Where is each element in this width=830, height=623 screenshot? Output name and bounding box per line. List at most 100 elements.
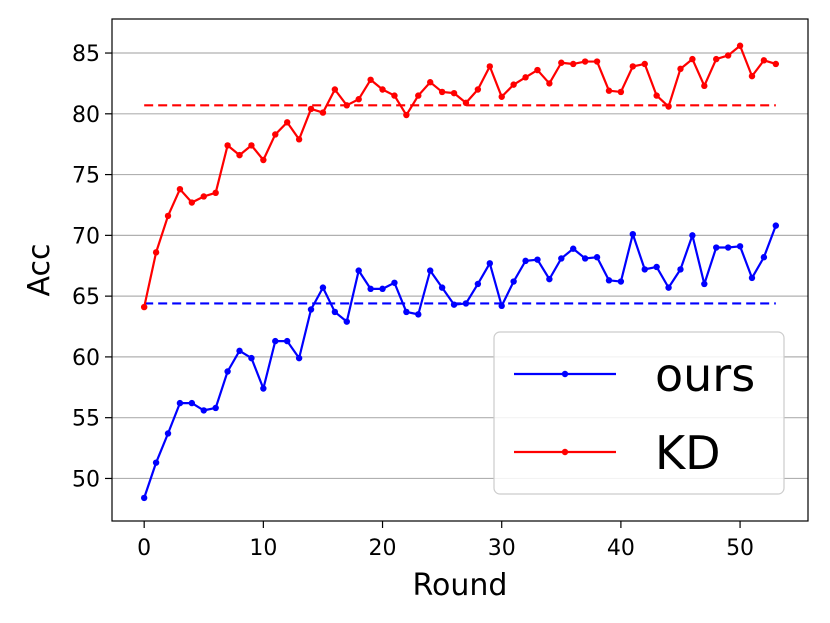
- data-point-kd: [367, 76, 374, 83]
- data-point-kd: [677, 65, 684, 73]
- data-point-kd: [486, 63, 493, 70]
- x-axis-ticks: 0 10 20 30 40 50: [137, 521, 754, 561]
- data-point-ours: [724, 244, 732, 251]
- y-tick-label: 65: [72, 285, 100, 310]
- data-point-kd: [474, 86, 482, 93]
- data-point-ours: [736, 243, 744, 250]
- data-point-ours: [391, 279, 398, 286]
- data-point-kd: [212, 189, 219, 197]
- data-point-kd: [724, 52, 732, 59]
- legend: ours KD: [493, 331, 785, 495]
- data-point-kd: [605, 87, 613, 94]
- data-point-kd: [152, 249, 160, 256]
- y-tick-label: 75: [72, 164, 100, 189]
- data-point-ours: [319, 284, 327, 291]
- data-point-ours: [629, 230, 637, 238]
- data-point-ours: [558, 255, 565, 262]
- data-point-kd: [772, 60, 780, 68]
- data-point-ours: [295, 354, 303, 362]
- data-point-kd: [570, 60, 577, 68]
- data-point-kd: [295, 136, 303, 143]
- x-tick-label: 10: [249, 536, 277, 561]
- data-point-ours: [379, 285, 386, 293]
- data-point-kd: [462, 99, 470, 107]
- data-point-ours: [248, 354, 255, 362]
- data-point-ours: [427, 267, 434, 274]
- grid-lines: [112, 52, 808, 480]
- data-point-kd: [450, 89, 458, 97]
- series-lines: [140, 42, 780, 502]
- data-point-kd: [701, 82, 708, 90]
- data-point-ours: [474, 280, 482, 288]
- data-point-kd: [593, 58, 601, 65]
- x-tick-label: 0: [137, 536, 151, 561]
- data-point-kd: [307, 105, 315, 113]
- data-point-ours: [653, 263, 660, 271]
- data-point-ours: [224, 368, 231, 375]
- data-point-kd: [534, 66, 541, 74]
- data-point-ours: [307, 306, 315, 313]
- data-point-kd: [355, 96, 362, 103]
- data-point-kd: [438, 88, 446, 96]
- data-point-ours: [331, 308, 339, 316]
- data-point-kd: [617, 88, 625, 96]
- data-point-ours: [140, 494, 148, 502]
- data-point-kd: [140, 303, 148, 311]
- data-point-ours: [164, 430, 172, 437]
- data-point-kd: [522, 74, 529, 81]
- data-point-ours: [188, 399, 196, 407]
- data-point-kd: [713, 55, 720, 63]
- data-point-ours: [438, 284, 446, 291]
- data-point-kd: [391, 92, 398, 99]
- y-axis-title: Acc: [22, 244, 57, 297]
- data-point-ours: [176, 399, 184, 407]
- data-point-kd: [200, 193, 207, 200]
- data-point-kd: [164, 212, 172, 220]
- x-tick-label: 50: [726, 536, 754, 561]
- data-point-kd: [546, 80, 553, 87]
- data-point-kd: [653, 92, 660, 99]
- data-point-kd: [748, 72, 756, 80]
- data-point-ours: [713, 244, 720, 251]
- data-point-ours: [272, 337, 279, 345]
- data-point-ours: [510, 278, 517, 285]
- reference-lines: [144, 104, 776, 305]
- data-point-ours: [748, 274, 756, 282]
- data-point-ours: [665, 284, 672, 291]
- plot-area-frame: [111, 18, 809, 522]
- data-point-ours: [498, 302, 505, 310]
- data-point-ours: [236, 347, 243, 355]
- data-point-ours: [522, 257, 529, 265]
- data-point-ours: [546, 275, 553, 283]
- data-point-ours: [200, 407, 207, 414]
- data-point-kd: [343, 102, 350, 109]
- data-point-ours: [605, 277, 613, 284]
- data-point-ours: [450, 301, 458, 308]
- data-point-kd: [427, 79, 434, 86]
- y-axis-ticks: 50 55 60 65 70 75 80 85: [72, 42, 112, 492]
- data-point-ours: [355, 267, 362, 274]
- legend-label-ours: ours: [655, 348, 755, 402]
- data-point-kd: [665, 103, 672, 110]
- data-point-ours: [581, 255, 589, 262]
- y-tick-label: 70: [72, 224, 100, 249]
- x-tick-label: 40: [607, 536, 635, 561]
- data-point-ours: [486, 260, 493, 267]
- y-tick-label: 55: [72, 407, 100, 432]
- data-point-kd: [689, 55, 696, 63]
- data-point-kd: [415, 92, 422, 99]
- data-point-ours: [570, 245, 577, 252]
- data-point-ours: [593, 254, 601, 261]
- data-point-ours: [701, 280, 708, 288]
- data-point-ours: [617, 278, 625, 285]
- data-point-ours: [367, 285, 374, 293]
- data-point-kd: [272, 131, 279, 138]
- data-point-kd: [236, 151, 243, 159]
- data-point-kd: [498, 93, 505, 100]
- data-point-kd: [188, 199, 196, 206]
- data-point-kd: [248, 142, 255, 149]
- data-point-kd: [629, 63, 637, 70]
- data-point-kd: [760, 57, 768, 64]
- data-point-ours: [260, 385, 267, 392]
